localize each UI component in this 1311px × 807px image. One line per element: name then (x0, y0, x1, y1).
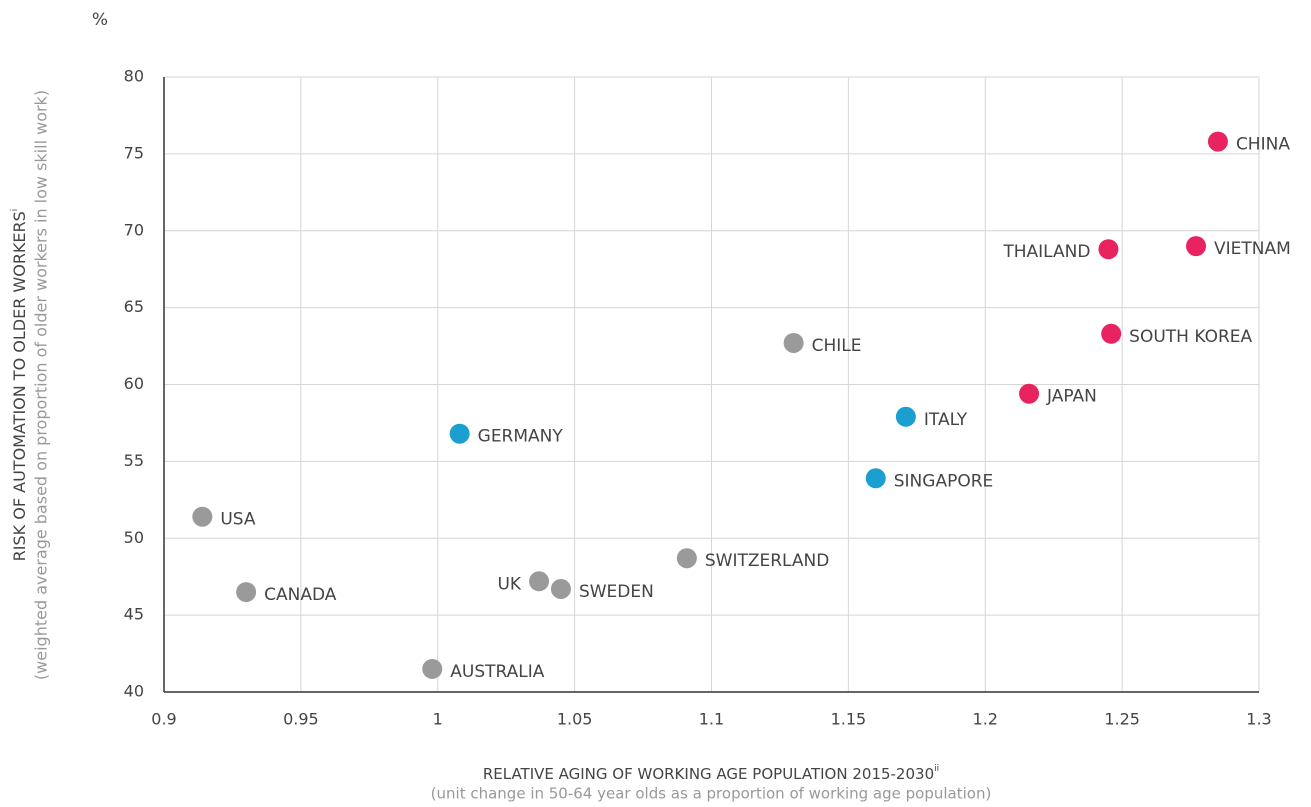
point-label: CANADA (264, 585, 337, 605)
point-label: GERMANY (478, 427, 564, 447)
point (895, 406, 916, 427)
y-label-note: i (10, 209, 20, 212)
point (1101, 323, 1122, 344)
y-tick-label: 70 (124, 220, 144, 239)
x-tick-label: 1.15 (831, 710, 867, 729)
point-label: VIETNAM (1214, 239, 1291, 259)
x-tick-label: 1.1 (699, 710, 724, 729)
x-tick-label: 1.25 (1104, 710, 1140, 729)
x-tick-label: 0.9 (151, 710, 176, 729)
point (676, 548, 697, 569)
point-label: UK (497, 574, 521, 594)
point-label: AUSTRALIA (450, 662, 544, 682)
point (422, 658, 443, 679)
y-tick-label: 75 (124, 143, 144, 162)
x-axis-label: RELATIVE AGING OF WORKING AGE POPULATION… (483, 764, 939, 783)
point (1019, 383, 1040, 404)
point (1207, 131, 1228, 152)
point (1098, 239, 1119, 260)
y-tick-label: 40 (124, 682, 144, 701)
x-axis-sublabel: (unit change in 50-64 year olds as a pro… (431, 785, 992, 803)
point-label: ITALY (924, 410, 968, 430)
x-tick-label: 1.3 (1246, 710, 1271, 729)
point-label: SOUTH KOREA (1129, 327, 1252, 347)
y-tick-label: 45 (124, 605, 144, 624)
point-label: SWITZERLAND (705, 551, 830, 571)
point (236, 582, 257, 603)
point-label: JAPAN (1046, 387, 1097, 407)
x-tick-label: 1 (433, 710, 443, 729)
point-label: SINGAPORE (894, 471, 994, 491)
point-label: SWEDEN (579, 582, 654, 602)
x-label-note: ii (934, 764, 939, 774)
y-tick-label: 65 (124, 297, 144, 316)
point (865, 468, 886, 489)
point-label: THAILAND (1002, 242, 1090, 262)
y-tick-label: 60 (124, 374, 144, 393)
x-tick-label: 0.95 (283, 710, 319, 729)
point (783, 332, 804, 353)
point-label: USA (220, 510, 256, 530)
point (529, 571, 550, 592)
y-axis-sublabel: (weighted average based on proportion of… (32, 90, 51, 680)
y-axis-label: RISK OF AUTOMATION TO OLDER WORKERSi (10, 209, 29, 562)
x-tick-label: 1.2 (973, 710, 998, 729)
point-label: CHINA (1236, 135, 1290, 155)
y-tick-label: 50 (124, 528, 144, 547)
x-label-text: RELATIVE AGING OF WORKING AGE POPULATION… (483, 765, 934, 783)
point (449, 423, 470, 444)
x-tick-label: 1.05 (557, 710, 593, 729)
point (192, 506, 213, 527)
y-tick-label: 80 (124, 67, 144, 86)
y-unit: % (92, 10, 108, 30)
point-label: CHILE (812, 336, 862, 356)
point (550, 578, 571, 599)
y-label-text: RISK OF AUTOMATION TO OLDER WORKERS (10, 211, 29, 561)
y-tick-label: 55 (124, 451, 144, 470)
point (1186, 236, 1207, 257)
